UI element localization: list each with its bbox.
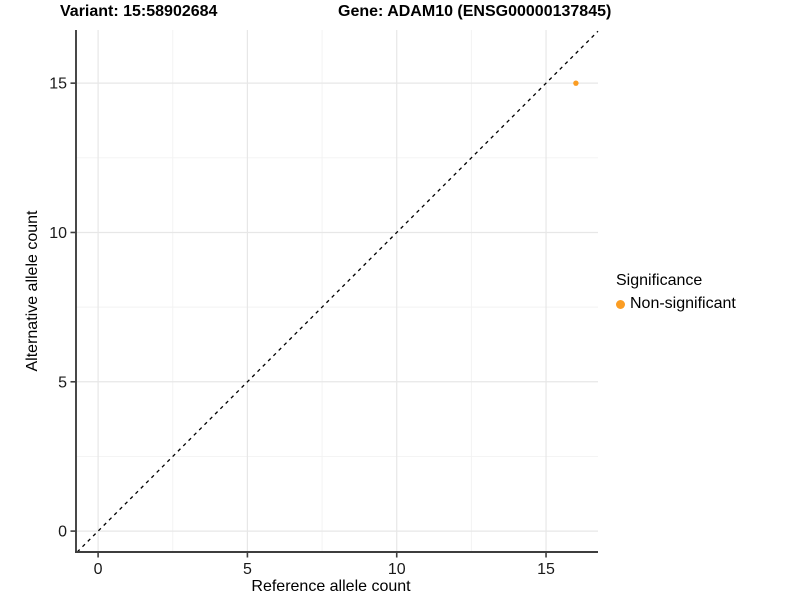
y-tick-label: 10: [49, 225, 67, 242]
data-point: [573, 80, 579, 86]
y-tick-label: 15: [49, 76, 67, 93]
y-tick-label: 0: [58, 524, 67, 541]
x-axis-label: Reference allele count: [251, 578, 411, 595]
variant-title: Variant: 15:58902684: [60, 3, 218, 20]
y-axis-label: Alternative allele count: [24, 210, 41, 372]
x-tick-label: 15: [537, 561, 555, 578]
legend-point-icon: [616, 299, 625, 309]
identity-line: [76, 30, 599, 553]
x-tick-label: 0: [94, 561, 103, 578]
y-tick-label: 5: [58, 374, 67, 391]
x-tick-label: 5: [243, 561, 252, 578]
legend-title: Significance: [616, 272, 703, 289]
legend-entry: Non-significant: [616, 295, 736, 313]
gene-title: Gene: ADAM10 (ENSG00000137845): [338, 3, 612, 20]
legend: Significance Non-significant: [616, 272, 736, 313]
legend-entry-label: Non-significant: [630, 295, 736, 312]
x-tick-label: 10: [388, 561, 406, 578]
